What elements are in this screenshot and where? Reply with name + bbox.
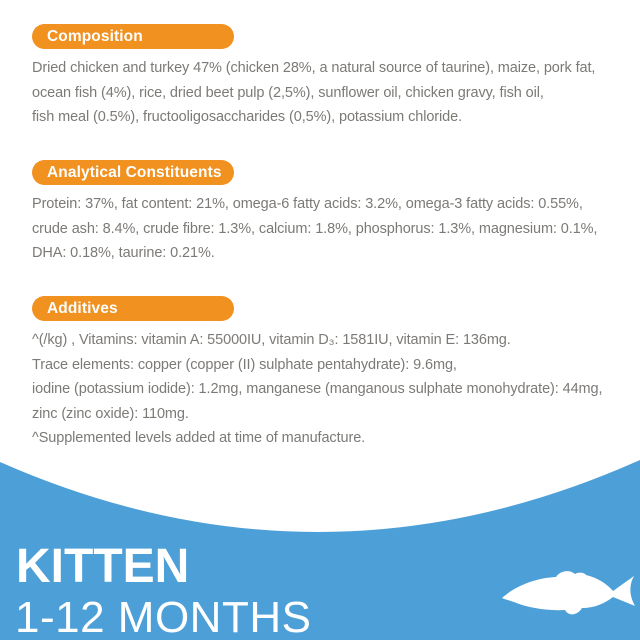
additives-line: ^(/kg) , Vitamins: vitamin A: 55000IU, v… — [32, 332, 511, 348]
composition-line: fish meal (0.5%), fructooligosaccharides… — [32, 109, 462, 126]
analytical-line: Protein: 37%, fat content: 21%, omega-6 … — [32, 196, 583, 212]
section-banner-additives: Additives — [32, 296, 234, 321]
section-title: Composition — [47, 27, 143, 45]
additives-line: ^Supplemented levels added at time of ma… — [32, 430, 366, 447]
product-name: KITTEN — [16, 540, 190, 593]
analytical-constituents-text: Protein: 37%, fat content: 21%, omega-6 … — [32, 192, 597, 266]
section-title: Additives — [47, 299, 118, 317]
section-banner-analytical-constituents: Analytical Constituents — [32, 160, 234, 185]
additives-text: ^(/kg) , Vitamins: vitamin A: 55000IU, v… — [32, 328, 603, 451]
composition-line: ocean fish (4%), rice, dried beet pulp (… — [32, 84, 544, 101]
analytical-line: crude ash: 8.4%, crude fibre: 1.3%, calc… — [32, 220, 598, 237]
analytical-line: DHA: 0.18%, taurine: 0.21%. — [32, 245, 215, 262]
section-banner-composition: Composition — [32, 24, 234, 49]
composition-line: Dried chicken and turkey 47% (chicken 28… — [32, 60, 596, 76]
additives-line: iodine (potassium iodide): 1.2mg, mangan… — [32, 381, 603, 398]
bottom-wave — [0, 460, 640, 640]
section-title: Analytical Constituents — [47, 163, 222, 181]
additives-line: zinc (zinc oxide): 110mg. — [32, 405, 189, 422]
age-range: 1-12 MONTHS — [15, 593, 312, 642]
fish-icon — [502, 571, 635, 615]
additives-line: Trace elements: copper (copper (II) sulp… — [32, 356, 457, 373]
composition-text: Dried chicken and turkey 47% (chicken 28… — [32, 56, 595, 130]
